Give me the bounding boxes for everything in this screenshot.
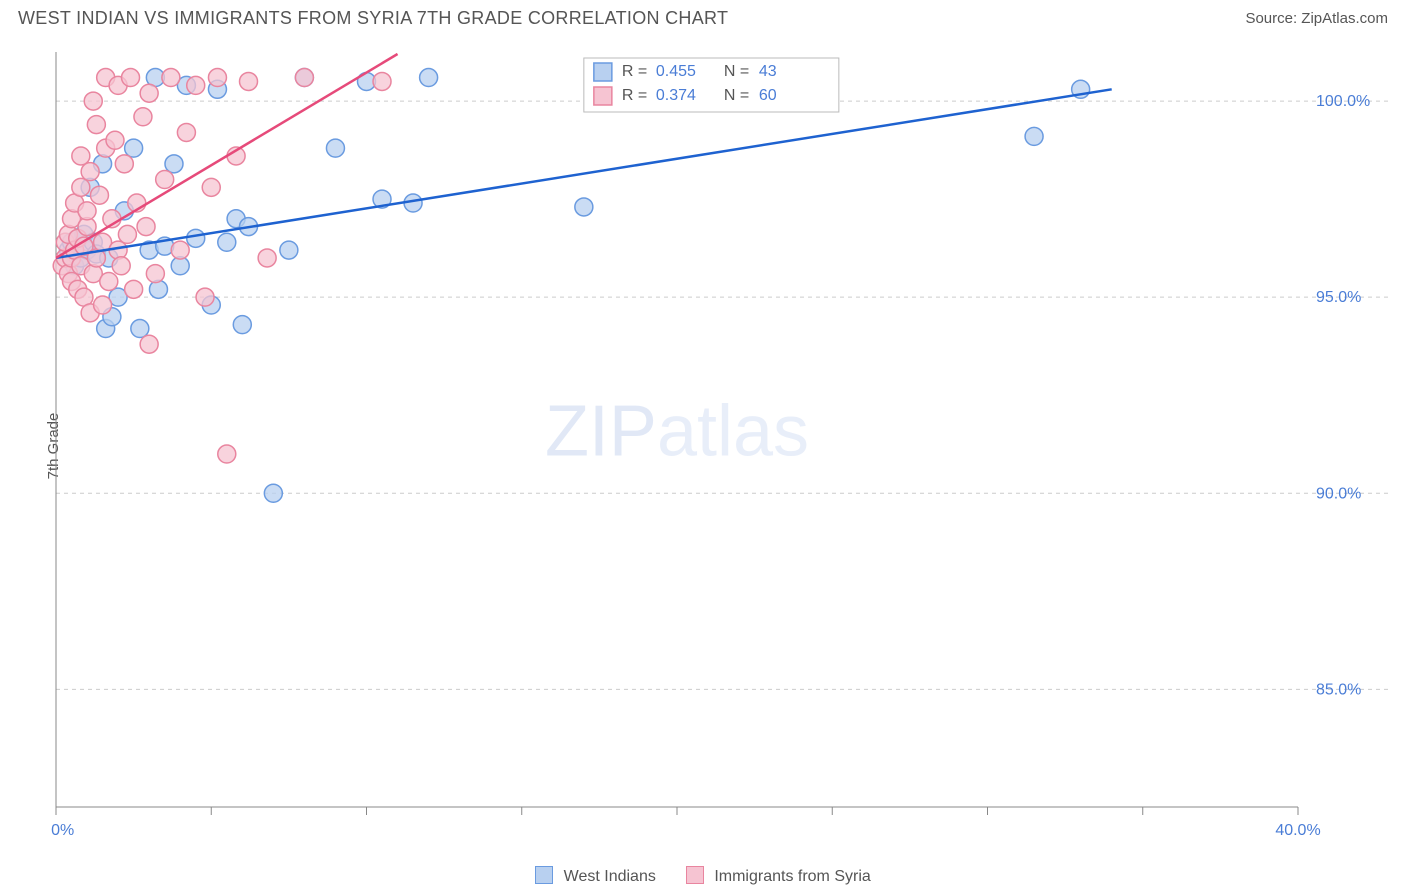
legend-item-syria: Immigrants from Syria <box>686 866 871 886</box>
svg-text:40.0%: 40.0% <box>1275 822 1320 839</box>
svg-text:N =: N = <box>724 87 749 104</box>
scatter-chart: 85.0% 90.0% 95.0% 100.0% 0.0% 40.0% ZIPatlas R … <box>50 48 1388 847</box>
svg-text:0.374: 0.374 <box>656 87 696 104</box>
legend-swatch-icon <box>535 866 553 884</box>
source-attribution: Source: ZipAtlas.com <box>1245 10 1388 27</box>
series-legend: West Indians Immigrants from Syria <box>0 866 1406 886</box>
svg-text:100.0%: 100.0% <box>1316 93 1370 110</box>
chart-header: WEST INDIAN VS IMMIGRANTS FROM SYRIA 7TH… <box>0 0 1406 33</box>
legend-label: West Indians <box>564 868 656 885</box>
svg-text:43: 43 <box>759 63 777 80</box>
svg-text:90.0%: 90.0% <box>1316 485 1361 502</box>
chart-area: 85.0% 90.0% 95.0% 100.0% 0.0% 40.0% ZIPatlas R … <box>50 48 1388 847</box>
svg-text:N =: N = <box>724 63 749 80</box>
svg-text:R =: R = <box>622 87 647 104</box>
chart-title: WEST INDIAN VS IMMIGRANTS FROM SYRIA 7TH… <box>18 8 728 29</box>
legend-item-west-indians: West Indians <box>535 866 656 886</box>
svg-text:0.0%: 0.0% <box>50 822 74 839</box>
legend-label: Immigrants from Syria <box>714 868 870 885</box>
svg-text:95.0%: 95.0% <box>1316 289 1361 306</box>
svg-text:R =: R = <box>622 63 647 80</box>
svg-text:85.0%: 85.0% <box>1316 681 1361 698</box>
legend-swatch-icon <box>686 866 704 884</box>
svg-text:60: 60 <box>759 87 777 104</box>
svg-text:ZIPatlas: ZIPatlas <box>545 392 809 472</box>
svg-text:0.455: 0.455 <box>656 63 696 80</box>
